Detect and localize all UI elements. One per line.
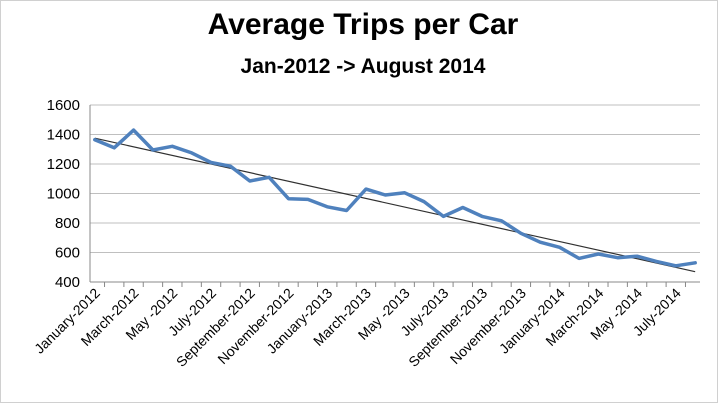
data-point <box>635 254 639 258</box>
data-point <box>93 138 97 142</box>
data-point <box>441 214 445 218</box>
data-point <box>500 219 504 223</box>
trendline <box>94 137 696 273</box>
data-point <box>248 179 252 183</box>
data-point <box>112 146 116 150</box>
y-tick-label: 800 <box>55 215 80 232</box>
data-point <box>228 164 232 168</box>
data-point <box>422 200 426 204</box>
y-tick-label: 1000 <box>47 186 80 203</box>
data-point <box>403 191 407 195</box>
data-point <box>519 231 523 235</box>
chart-title: Average Trips per Car <box>207 8 519 41</box>
data-point <box>596 252 600 256</box>
data-point <box>538 240 542 244</box>
gridlines <box>90 104 700 253</box>
y-tick-label: 1200 <box>47 156 80 173</box>
data-point <box>325 205 329 209</box>
y-tick-label: 1600 <box>47 97 80 114</box>
data-point <box>364 187 368 191</box>
data-point <box>480 214 484 218</box>
series-layer <box>93 128 697 268</box>
data-point <box>151 148 155 152</box>
data-point <box>132 128 136 132</box>
data-point <box>286 197 290 201</box>
data-point <box>616 256 620 260</box>
chart-subtitle: Jan-2012 -> August 2014 <box>240 55 486 78</box>
trendline-layer <box>94 137 696 273</box>
data-point <box>209 161 213 165</box>
data-point <box>693 261 697 265</box>
data-point <box>558 245 562 249</box>
series-line <box>93 128 697 268</box>
data-point <box>383 193 387 197</box>
data-point <box>170 144 174 148</box>
data-point <box>345 208 349 212</box>
data-point <box>267 175 271 179</box>
data-point <box>306 197 310 201</box>
y-tick-label: 600 <box>55 245 80 262</box>
data-point <box>461 206 465 210</box>
y-tick-label: 1400 <box>47 127 80 144</box>
axes <box>89 105 700 287</box>
x-tick-label: January-2012 <box>31 285 103 357</box>
data-point <box>674 264 678 268</box>
data-point <box>577 256 581 260</box>
data-point <box>190 151 194 155</box>
data-point <box>654 259 658 263</box>
y-tick-labels: 400 600 800 1000 1200 1400 1600 <box>47 97 80 291</box>
y-tick-label: 400 <box>55 274 80 291</box>
